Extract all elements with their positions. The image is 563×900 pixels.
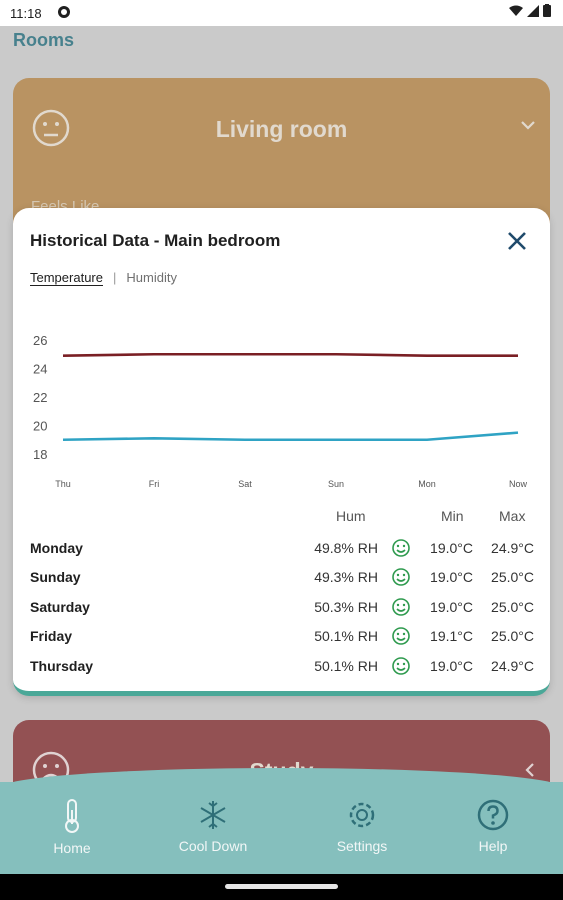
system-navigation-bar <box>0 874 563 900</box>
nav-cool-down[interactable]: Cool Down <box>163 798 263 854</box>
y-tick-label: 20 <box>33 419 47 434</box>
chevron-left-icon[interactable] <box>524 762 536 783</box>
snowflake-icon <box>200 801 226 829</box>
notification-icon <box>57 5 71 22</box>
room-title-living: Living room <box>215 116 348 142</box>
row-day: Saturday <box>30 599 90 615</box>
row-hum: 50.1% RH <box>314 658 378 674</box>
x-tick-label: Mon <box>418 479 436 489</box>
dialog-tabs: Temperature | Humidity <box>30 270 177 285</box>
nav-settings[interactable]: Settings <box>312 798 412 854</box>
row-hum: 50.3% RH <box>314 599 378 615</box>
y-tick-label: 26 <box>33 333 47 348</box>
page-title: Rooms <box>13 30 75 50</box>
x-tick-label: Sun <box>328 479 344 489</box>
temperature-history-chart: 26 24 22 20 18 Thu Fri Sat Sun Mon Now <box>33 333 528 489</box>
x-tick-label: Now <box>509 479 528 489</box>
x-tick-label: Fri <box>149 479 160 489</box>
status-icons <box>509 4 551 17</box>
row-min: 19.0°C <box>430 599 473 615</box>
row-max: 24.9°C <box>491 540 534 556</box>
row-min: 19.0°C <box>430 540 473 556</box>
row-hum: 50.1% RH <box>314 628 378 644</box>
column-header-hum: Hum <box>336 508 366 524</box>
smiley-icon <box>391 626 411 649</box>
table-row: Thursday 50.1% RH 19.0°C 24.9°C <box>13 656 550 682</box>
column-header-min: Min <box>441 508 464 524</box>
status-time: 11:18 <box>10 6 42 21</box>
bottom-navigation: Home Cool Down Settings Help <box>0 768 563 874</box>
chevron-down-icon[interactable] <box>520 118 536 136</box>
gear-icon <box>349 802 375 828</box>
battery-icon <box>543 4 551 17</box>
row-day: Monday <box>30 540 83 556</box>
historical-data-dialog: Historical Data - Main bedroom Temperatu… <box>13 208 550 696</box>
smiley-icon <box>391 597 411 620</box>
tab-temperature[interactable]: Temperature <box>30 270 103 285</box>
table-row: Monday 49.8% RH 19.0°C 24.9°C <box>13 538 550 564</box>
y-tick-label: 18 <box>33 447 47 462</box>
table-row: Friday 50.1% RH 19.1°C 25.0°C <box>13 626 550 652</box>
wifi-icon <box>509 5 523 16</box>
row-min: 19.0°C <box>430 658 473 674</box>
signal-icon <box>527 4 539 17</box>
row-min: 19.1°C <box>430 628 473 644</box>
nav-help-label: Help <box>478 838 508 854</box>
nav-home-label: Home <box>53 840 91 856</box>
nav-settings-label: Settings <box>336 838 388 854</box>
row-max: 25.0°C <box>491 599 534 615</box>
close-icon[interactable] <box>504 228 530 254</box>
tab-humidity[interactable]: Humidity <box>126 270 177 285</box>
y-tick-label: 24 <box>33 362 47 377</box>
smiley-icon <box>391 656 411 679</box>
nav-help[interactable]: Help <box>443 798 543 854</box>
table-row: Saturday 50.3% RH 19.0°C 25.0°C <box>13 597 550 623</box>
nav-home[interactable]: Home <box>22 798 122 856</box>
series-line-min <box>62 431 519 442</box>
row-hum: 49.3% RH <box>314 569 378 585</box>
row-min: 19.0°C <box>430 569 473 585</box>
neutral-face-icon <box>31 108 71 153</box>
status-bar: 11:18 <box>0 0 563 26</box>
tab-separator: | <box>112 270 117 285</box>
row-day: Thursday <box>30 658 94 674</box>
x-tick-label: Sat <box>238 479 252 489</box>
column-header-max: Max <box>499 508 526 524</box>
help-icon <box>477 799 509 831</box>
row-day: Sunday <box>30 569 81 585</box>
home-gesture-pill[interactable] <box>225 884 338 889</box>
smiley-icon <box>391 538 411 561</box>
row-day: Friday <box>30 628 73 644</box>
series-line-max <box>62 352 518 357</box>
thermometer-icon <box>65 799 79 833</box>
x-tick-label: Thu <box>55 479 71 489</box>
row-max: 24.9°C <box>491 658 534 674</box>
nav-cool-down-label: Cool Down <box>178 838 248 854</box>
row-hum: 49.8% RH <box>314 540 378 556</box>
smiley-icon <box>391 567 411 590</box>
y-tick-label: 22 <box>33 390 47 405</box>
dialog-title: Historical Data - Main bedroom <box>30 231 281 250</box>
row-max: 25.0°C <box>491 569 534 585</box>
row-max: 25.0°C <box>491 628 534 644</box>
table-row: Sunday 49.3% RH 19.0°C 25.0°C <box>13 567 550 593</box>
